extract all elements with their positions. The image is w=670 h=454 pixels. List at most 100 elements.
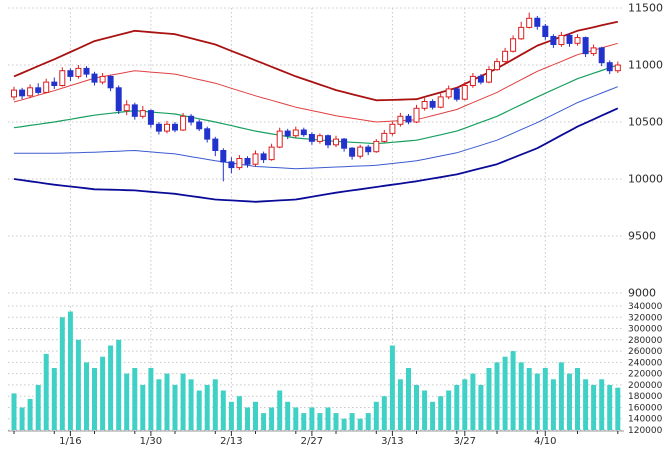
volume-tick-label: 240000 bbox=[628, 358, 663, 368]
volume-bar bbox=[124, 373, 130, 430]
volume-bar bbox=[470, 373, 476, 430]
candle bbox=[590, 47, 597, 55]
candle bbox=[27, 87, 34, 97]
volume-bar bbox=[116, 339, 122, 430]
volume-bar bbox=[615, 387, 621, 430]
candle bbox=[67, 70, 74, 77]
candle bbox=[437, 96, 444, 108]
volume-bar bbox=[357, 418, 363, 430]
date-tick-label: 1/30 bbox=[140, 436, 162, 447]
candle bbox=[268, 146, 275, 161]
candle bbox=[316, 135, 323, 142]
candle bbox=[292, 129, 299, 137]
candle bbox=[139, 110, 146, 117]
candle bbox=[445, 88, 452, 98]
candle bbox=[349, 147, 356, 157]
candle bbox=[228, 161, 235, 169]
date-tick-label: 2/13 bbox=[220, 436, 242, 447]
candle bbox=[51, 81, 58, 86]
volume-bar bbox=[43, 353, 49, 430]
volume-bar bbox=[293, 407, 299, 430]
volume-bar bbox=[438, 396, 444, 430]
volume-bar bbox=[381, 396, 387, 430]
price-tick-label: 9500 bbox=[628, 230, 656, 243]
price-axis-labels: 9000 9500 10000 10500 11000 11500 bbox=[628, 2, 663, 300]
band-upper2-line bbox=[13, 20, 618, 102]
volume-tick-label: 300000 bbox=[628, 325, 663, 335]
candle bbox=[421, 101, 428, 109]
candle bbox=[373, 140, 380, 153]
volume-bar bbox=[285, 401, 291, 430]
volume-bar bbox=[75, 339, 81, 430]
volume-bar bbox=[317, 413, 323, 430]
candle bbox=[357, 146, 364, 157]
volume-bar bbox=[462, 379, 468, 430]
candle bbox=[526, 17, 533, 28]
volume-bar bbox=[575, 368, 580, 430]
candle bbox=[123, 104, 130, 112]
volume-bar bbox=[430, 401, 436, 430]
volume-bar bbox=[172, 384, 178, 430]
candle bbox=[260, 153, 267, 161]
volume-bar bbox=[140, 384, 146, 430]
volume-bar bbox=[212, 379, 218, 430]
volume-bar bbox=[100, 356, 106, 430]
candle bbox=[196, 121, 203, 130]
candlesticks bbox=[11, 12, 621, 182]
volume-bar bbox=[583, 379, 589, 430]
volume-bar bbox=[277, 390, 283, 430]
band-middle-line bbox=[13, 64, 618, 145]
volume-bar bbox=[422, 390, 428, 430]
volume-bar bbox=[510, 351, 516, 430]
volume-bar bbox=[156, 379, 162, 430]
candle bbox=[59, 70, 66, 86]
price-tick-label: 10500 bbox=[628, 116, 663, 129]
volume-bar bbox=[236, 396, 242, 430]
candle bbox=[510, 38, 517, 52]
candle bbox=[35, 87, 42, 93]
volume-bar bbox=[196, 390, 202, 430]
volume-bar bbox=[253, 401, 258, 430]
volume-bar bbox=[454, 384, 460, 430]
volume-bar bbox=[494, 362, 500, 430]
candle bbox=[107, 75, 114, 89]
candle bbox=[453, 88, 460, 100]
volume-bar bbox=[550, 379, 556, 430]
volume-bar bbox=[373, 401, 379, 430]
volume-bar bbox=[365, 413, 371, 430]
candle bbox=[518, 26, 525, 40]
candle bbox=[91, 73, 98, 83]
volume-bar bbox=[108, 345, 114, 430]
candle bbox=[300, 129, 307, 136]
volume-bar bbox=[164, 373, 170, 430]
candle bbox=[244, 158, 251, 165]
volume-bar bbox=[228, 401, 234, 430]
volume-bar bbox=[84, 362, 89, 430]
date-tick-label: 3/13 bbox=[381, 436, 403, 447]
candle bbox=[284, 130, 291, 137]
volume-bar bbox=[148, 368, 154, 430]
volume-tick-label: 280000 bbox=[628, 336, 663, 346]
candle bbox=[252, 153, 259, 165]
volume-bar bbox=[478, 384, 484, 430]
candle bbox=[188, 115, 195, 123]
volume-bar bbox=[35, 384, 41, 430]
candle bbox=[405, 115, 412, 123]
candle bbox=[11, 89, 17, 98]
volume-bar bbox=[534, 373, 540, 430]
volume-tick-label: 220000 bbox=[628, 370, 663, 380]
candle bbox=[83, 67, 90, 75]
candle bbox=[550, 36, 557, 45]
candle bbox=[172, 123, 178, 131]
volume-bar bbox=[67, 311, 73, 430]
date-axis-labels: 1/16 1/30 2/13 2/27 3/13 3/27 4/10 bbox=[59, 436, 556, 447]
candle bbox=[164, 123, 170, 132]
candle bbox=[413, 107, 420, 123]
volume-bar bbox=[180, 373, 186, 430]
candle bbox=[115, 87, 122, 112]
candle bbox=[131, 104, 138, 117]
candle bbox=[582, 37, 589, 55]
candle bbox=[204, 128, 211, 140]
candle bbox=[574, 37, 581, 44]
